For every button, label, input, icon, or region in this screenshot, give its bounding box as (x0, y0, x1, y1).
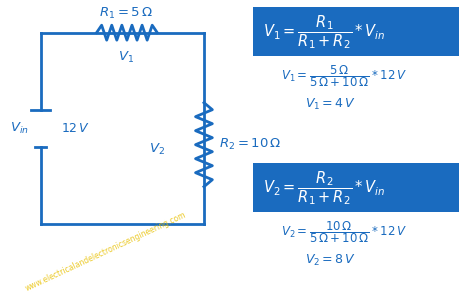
Text: $V_1 = \dfrac{R_1}{R_1 + R_2} * V_{in}$: $V_1 = \dfrac{R_1}{R_1 + R_2} * V_{in}$ (263, 13, 385, 51)
Text: $R_2 = 10\,\Omega$: $R_2 = 10\,\Omega$ (219, 137, 281, 152)
Text: $V_1 = 4\,V$: $V_1 = 4\,V$ (305, 97, 356, 112)
Text: $V_1$: $V_1$ (118, 49, 135, 65)
Text: $V_{in}$: $V_{in}$ (9, 121, 28, 136)
Text: $12\,V$: $12\,V$ (61, 122, 91, 135)
FancyBboxPatch shape (254, 163, 459, 212)
FancyBboxPatch shape (254, 7, 459, 56)
Text: $V_2 = \dfrac{R_2}{R_1 + R_2} * V_{in}$: $V_2 = \dfrac{R_2}{R_1 + R_2} * V_{in}$ (263, 169, 385, 207)
Text: $V_1 = \dfrac{5\,\Omega}{5\,\Omega + 10\,\Omega} * 12\,V$: $V_1 = \dfrac{5\,\Omega}{5\,\Omega + 10\… (282, 64, 408, 89)
Text: $V_2 = 8\,V$: $V_2 = 8\,V$ (305, 253, 356, 268)
Text: $R_1 = 5\,\Omega$: $R_1 = 5\,\Omega$ (100, 5, 154, 21)
Text: www.electricalandelectronicsengineering.com: www.electricalandelectronicsengineering.… (24, 211, 188, 294)
Text: $V_2 = \dfrac{10\,\Omega}{5\,\Omega + 10\,\Omega} * 12\,V$: $V_2 = \dfrac{10\,\Omega}{5\,\Omega + 10… (282, 220, 408, 245)
Text: $V_2$: $V_2$ (149, 142, 165, 157)
